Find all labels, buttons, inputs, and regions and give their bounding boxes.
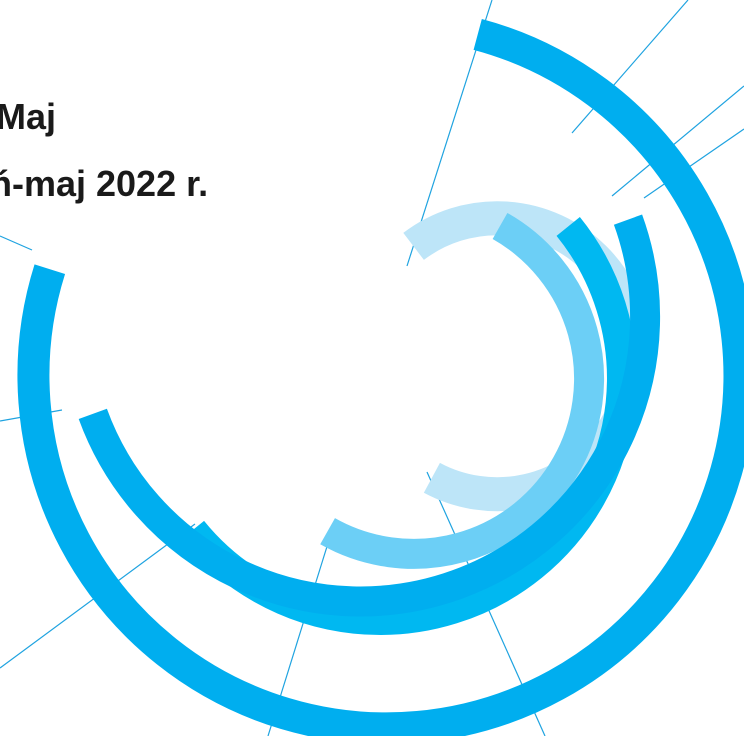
title-line-2: ń-maj 2022 r. [0,163,209,204]
ray [571,0,689,134]
arc-second [320,212,605,569]
arc-outermost [17,18,744,736]
ray [611,85,744,197]
arcs [17,18,744,736]
ray [643,128,744,199]
title-line-1: Maj [0,96,57,137]
ray [0,235,33,251]
arc-fourth [78,214,661,617]
